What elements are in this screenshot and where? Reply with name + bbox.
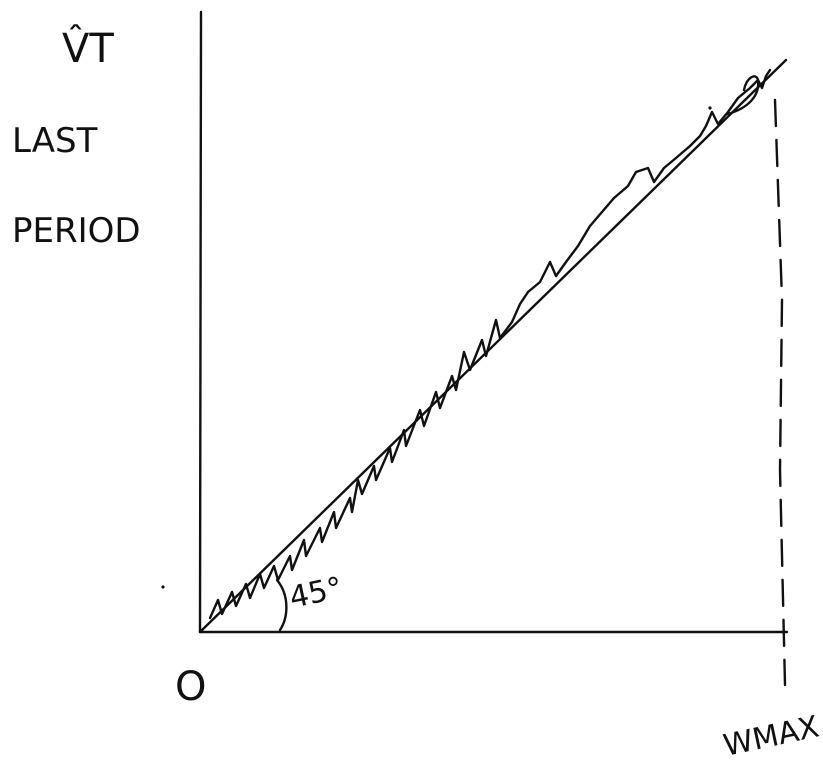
hatched-region (208, 68, 772, 620)
hatch-tail-loop (726, 75, 760, 116)
diagonal-45-line (198, 58, 788, 634)
y-axis (198, 10, 203, 634)
y-axis-symbol: V̂T (62, 24, 114, 72)
y-axis-label-line1: LAST (12, 121, 98, 161)
angle-label: 45° (286, 571, 345, 616)
y-axis-label-line2: PERIOD (12, 211, 141, 251)
origin-label: O (175, 664, 206, 710)
wmax-dashed-line (773, 98, 787, 687)
wmax-label: WMAX (720, 710, 822, 764)
angle-arc (275, 578, 288, 632)
stray-dot (161, 585, 165, 589)
stray-dot (708, 106, 712, 110)
